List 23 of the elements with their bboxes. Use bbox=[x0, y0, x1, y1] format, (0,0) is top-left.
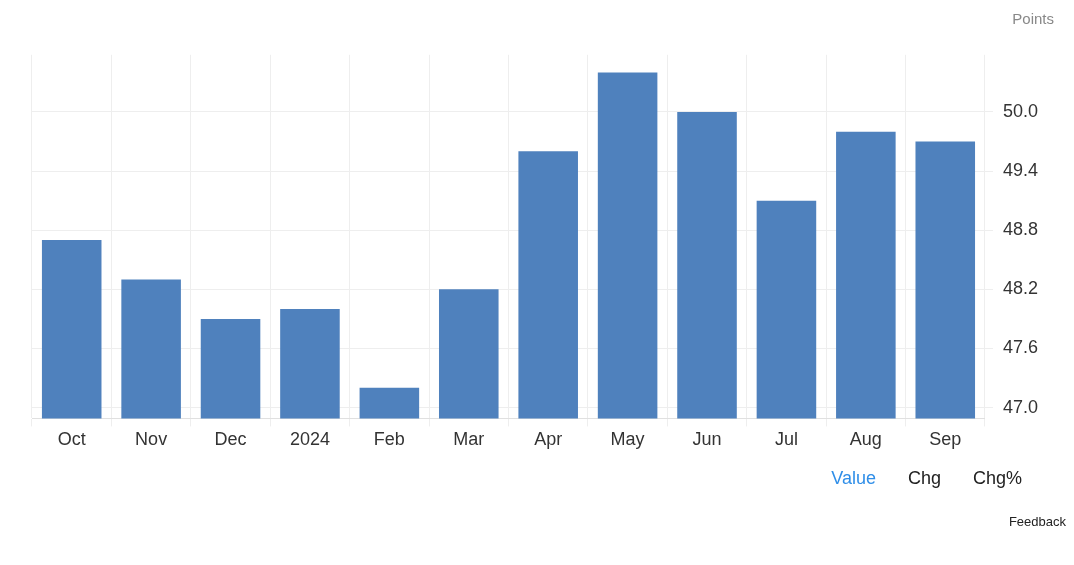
x-tick-label: May bbox=[610, 429, 645, 450]
y-tick-label: 48.8 bbox=[1002, 219, 1039, 240]
x-tick-label: Aug bbox=[849, 429, 882, 450]
y-tick-label: 50.0 bbox=[1002, 100, 1039, 121]
x-tick-label: Mar bbox=[453, 429, 485, 450]
y-tick-label: 48.2 bbox=[1002, 278, 1039, 299]
x-tick-label: Jul bbox=[774, 429, 798, 450]
y-tick-label: 47.6 bbox=[1002, 337, 1039, 358]
x-tick-label: Jun bbox=[692, 429, 722, 450]
x-tick-label: 2024 bbox=[289, 429, 330, 450]
y-tick-label: 49.4 bbox=[1002, 160, 1039, 181]
text: Chg bbox=[907, 468, 941, 489]
x-tick-label: Oct bbox=[57, 429, 86, 450]
x-tick-label: Dec bbox=[214, 429, 247, 450]
x-tick-label: Feb bbox=[373, 429, 405, 450]
x-tick-label: Apr bbox=[534, 429, 563, 450]
x-tick-label: Sep bbox=[929, 429, 962, 450]
y-tick-label: 47.0 bbox=[1002, 396, 1039, 417]
text: Chg% bbox=[972, 468, 1022, 489]
text: Feedback bbox=[1008, 514, 1066, 529]
text: Value bbox=[831, 468, 876, 489]
x-tick-label: Nov bbox=[135, 429, 168, 450]
y-axis-title: Points bbox=[1012, 10, 1054, 27]
